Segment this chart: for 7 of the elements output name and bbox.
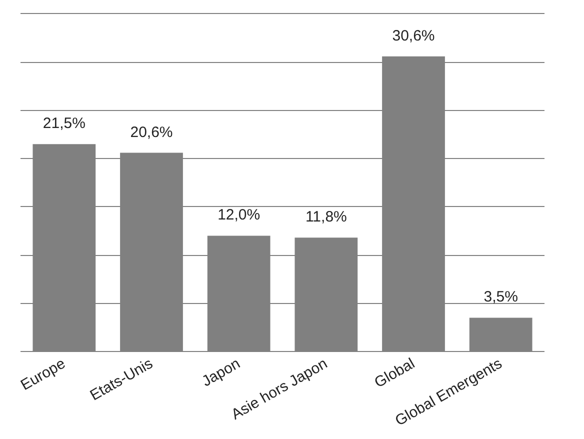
data-label: 20,6% bbox=[130, 124, 173, 141]
data-label: 30,6% bbox=[392, 27, 435, 44]
data-label: 12,0% bbox=[218, 206, 260, 224]
data-label: 3,5% bbox=[484, 288, 518, 306]
data-label: 21,5% bbox=[42, 115, 86, 132]
data-label: 11,8% bbox=[305, 208, 347, 226]
x-tick-label: Japon bbox=[199, 355, 244, 390]
